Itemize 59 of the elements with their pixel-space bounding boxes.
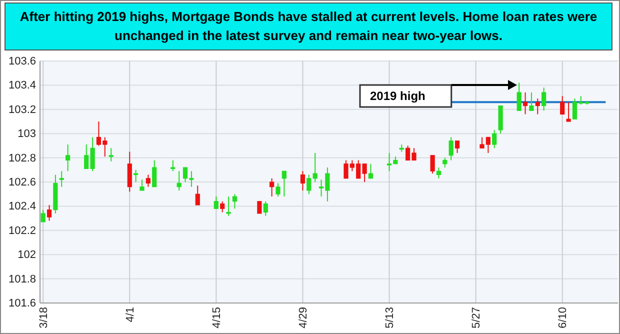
candlestick xyxy=(232,194,238,210)
candlestick xyxy=(257,200,262,214)
x-tick-label: 3/18 xyxy=(38,307,50,328)
candlestick xyxy=(448,136,454,161)
candlestick xyxy=(276,182,280,198)
y-tick-label: 103.6 xyxy=(8,56,36,68)
x-tick-label: 5/27 xyxy=(470,307,483,328)
candlestick xyxy=(170,160,176,172)
y-tick-label: 103.2 xyxy=(8,104,36,116)
candlestick xyxy=(176,170,182,191)
candlestick xyxy=(270,178,274,198)
annotation: 2019 high xyxy=(370,89,426,104)
candlestick xyxy=(566,102,571,122)
candlestick xyxy=(263,200,268,216)
candlestick xyxy=(560,96,565,115)
candlestick xyxy=(282,170,286,198)
candlestick xyxy=(300,170,306,191)
y-tick-label: 101.8 xyxy=(8,273,36,286)
candlestick xyxy=(436,166,442,179)
x-tick-label: 4/1 xyxy=(124,307,136,322)
candlestick xyxy=(127,151,132,192)
candlestick xyxy=(140,179,144,191)
candlestick xyxy=(146,174,150,188)
candlestick xyxy=(46,204,52,222)
candlestick xyxy=(312,152,318,182)
y-tick-label: 102 xyxy=(18,249,36,262)
candlestick xyxy=(66,144,70,172)
candlestick xyxy=(40,209,46,222)
candlestick xyxy=(430,154,435,174)
y-tick-label: 102.2 xyxy=(8,224,36,237)
chart-title: After hitting 2019 highs, Mortgage Bonds have stalled at current levels. Home loan rates were unchanged in the latest survey and remain near two-year lows. xyxy=(18,8,598,45)
y-tick-label: 102.6 xyxy=(8,176,36,189)
y-tick-label: 103.4 xyxy=(8,80,36,92)
candlestick xyxy=(542,87,546,112)
candlestick xyxy=(454,140,460,154)
candlestick xyxy=(306,174,312,195)
x-tick-label: 6/10 xyxy=(557,307,570,328)
x-tick-label: 5/13 xyxy=(384,307,396,328)
candlestick xyxy=(220,200,225,213)
candlestick xyxy=(368,163,374,179)
y-tick-label: 103 xyxy=(18,128,36,140)
candlestick xyxy=(516,82,522,112)
x-tick-label: 4/15 xyxy=(211,307,224,328)
candlestick xyxy=(226,196,231,216)
candlestick xyxy=(535,98,540,115)
candlestick xyxy=(108,148,114,162)
candlestick xyxy=(152,160,157,188)
candlestick xyxy=(492,129,497,149)
candlestick xyxy=(59,170,64,188)
candlestick xyxy=(442,157,448,168)
candlestick xyxy=(522,92,528,115)
candlestick xyxy=(214,196,218,210)
y-tick-label: 101.6 xyxy=(8,298,36,310)
candlestick xyxy=(529,92,534,112)
y-tick-label: 102.4 xyxy=(8,200,36,213)
y-tick-label: 102.8 xyxy=(8,152,36,164)
x-tick-label: 4/29 xyxy=(298,307,310,328)
candlestick xyxy=(134,169,138,182)
candlestick xyxy=(195,185,200,206)
